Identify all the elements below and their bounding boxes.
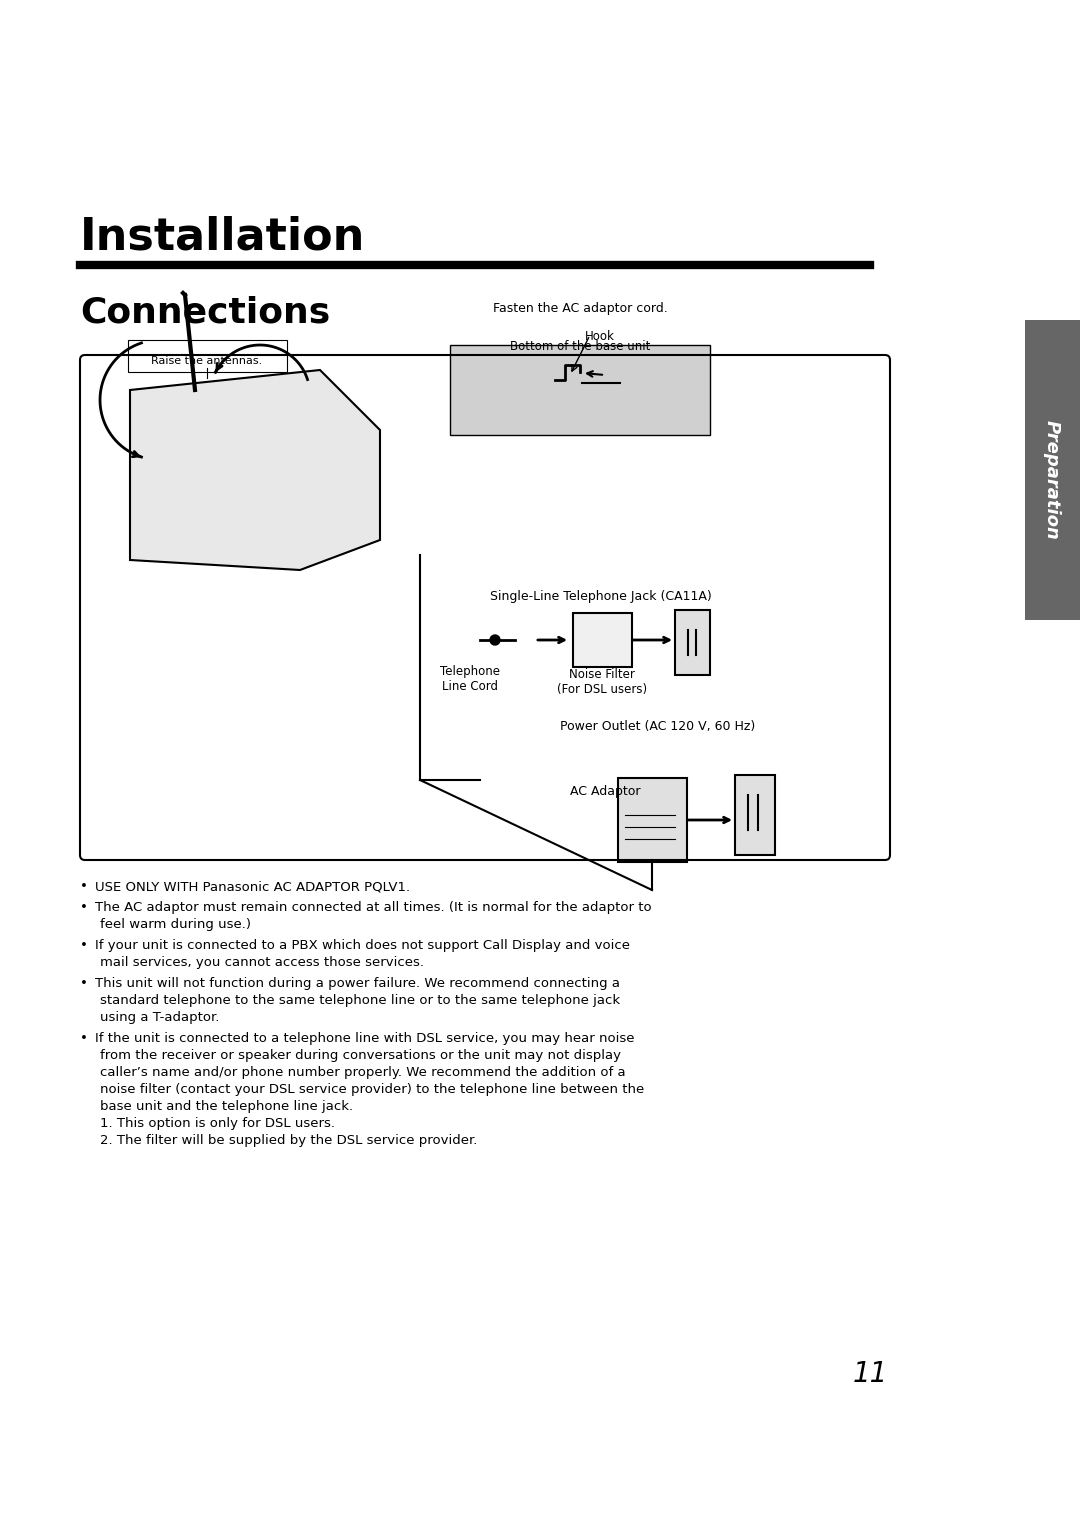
- FancyBboxPatch shape: [1025, 319, 1080, 620]
- Text: base unit and the telephone line jack.: base unit and the telephone line jack.: [100, 1100, 353, 1112]
- Text: If your unit is connected to a PBX which does not support Call Display and voice: If your unit is connected to a PBX which…: [95, 940, 630, 952]
- Text: noise filter (contact your DSL service provider) to the telephone line between t: noise filter (contact your DSL service p…: [100, 1083, 645, 1096]
- Text: 11: 11: [852, 1360, 888, 1387]
- Text: Preparation: Preparation: [1043, 420, 1061, 539]
- Text: feel warm during use.): feel warm during use.): [100, 918, 251, 931]
- Text: Noise Filter
(For DSL users): Noise Filter (For DSL users): [557, 668, 647, 695]
- FancyBboxPatch shape: [573, 613, 632, 668]
- Text: Hook: Hook: [585, 330, 615, 342]
- Text: 1. This option is only for DSL users.: 1. This option is only for DSL users.: [100, 1117, 335, 1131]
- Text: from the receiver or speaker during conversations or the unit may not display: from the receiver or speaker during conv…: [100, 1050, 621, 1062]
- Text: This unit will not function during a power failure. We recommend connecting a: This unit will not function during a pow…: [95, 976, 620, 990]
- Text: mail services, you cannot access those services.: mail services, you cannot access those s…: [100, 957, 424, 969]
- Text: •: •: [80, 940, 87, 952]
- Text: Bottom of the base unit: Bottom of the base unit: [510, 341, 650, 353]
- FancyBboxPatch shape: [129, 341, 287, 371]
- Circle shape: [490, 636, 500, 645]
- Text: •: •: [80, 902, 87, 914]
- Text: •: •: [80, 880, 87, 892]
- FancyBboxPatch shape: [450, 345, 710, 435]
- FancyBboxPatch shape: [618, 778, 687, 862]
- Text: Fasten the AC adaptor cord.: Fasten the AC adaptor cord.: [492, 303, 667, 315]
- FancyBboxPatch shape: [675, 610, 710, 675]
- Text: The AC adaptor must remain connected at all times. (It is normal for the adaptor: The AC adaptor must remain connected at …: [95, 902, 651, 914]
- Text: Single-Line Telephone Jack (CA11A): Single-Line Telephone Jack (CA11A): [490, 590, 712, 604]
- Text: If the unit is connected to a telephone line with DSL service, you may hear nois: If the unit is connected to a telephone …: [95, 1031, 635, 1045]
- Text: Telephone
Line Cord: Telephone Line Cord: [440, 665, 500, 694]
- Text: •: •: [80, 976, 87, 990]
- Polygon shape: [130, 370, 380, 570]
- Text: Raise the antennas.: Raise the antennas.: [151, 356, 262, 367]
- Text: AC Adaptor: AC Adaptor: [570, 785, 640, 798]
- Text: Power Outlet (AC 120 V, 60 Hz): Power Outlet (AC 120 V, 60 Hz): [561, 720, 755, 733]
- FancyBboxPatch shape: [735, 775, 775, 856]
- Text: using a T-adaptor.: using a T-adaptor.: [100, 1012, 219, 1024]
- Text: Connections: Connections: [80, 295, 330, 329]
- Text: 2. The filter will be supplied by the DSL service provider.: 2. The filter will be supplied by the DS…: [100, 1134, 477, 1148]
- Text: Installation: Installation: [80, 215, 365, 258]
- Text: standard telephone to the same telephone line or to the same telephone jack: standard telephone to the same telephone…: [100, 995, 620, 1007]
- Text: •: •: [80, 1031, 87, 1045]
- Text: caller’s name and/or phone number properly. We recommend the addition of a: caller’s name and/or phone number proper…: [100, 1067, 625, 1079]
- Text: USE ONLY WITH Panasonic AC ADAPTOR PQLV1.: USE ONLY WITH Panasonic AC ADAPTOR PQLV1…: [95, 880, 410, 892]
